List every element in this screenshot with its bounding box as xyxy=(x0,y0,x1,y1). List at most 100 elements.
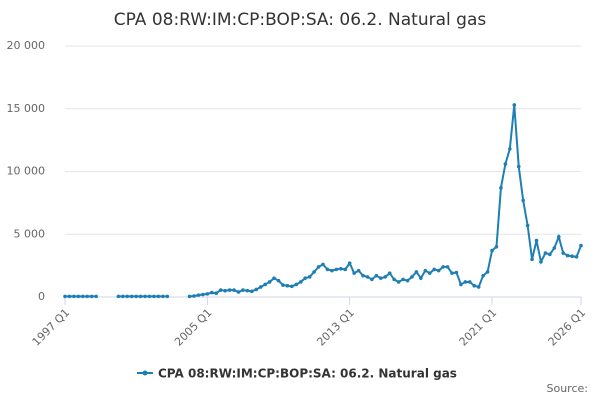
point xyxy=(281,283,285,287)
point xyxy=(467,280,472,284)
point xyxy=(401,277,405,282)
point xyxy=(463,280,468,284)
point xyxy=(129,294,134,299)
point xyxy=(450,271,454,275)
point xyxy=(352,271,356,275)
chart-title: CPA 08:RW:IM:CP:BOP:SA: 06.2. Natural ga… xyxy=(114,10,487,30)
point xyxy=(72,294,76,299)
point xyxy=(156,294,161,299)
point xyxy=(250,289,254,294)
point xyxy=(530,257,534,262)
point xyxy=(209,290,214,295)
point xyxy=(334,267,339,272)
point xyxy=(454,270,459,275)
point xyxy=(374,273,379,278)
point xyxy=(361,273,365,278)
point xyxy=(534,238,539,243)
point xyxy=(476,285,481,289)
point xyxy=(485,270,490,274)
point xyxy=(338,266,343,271)
point xyxy=(312,270,316,274)
point xyxy=(187,294,192,299)
x-tick-label: 1997 Q1 xyxy=(30,306,73,349)
point xyxy=(427,271,432,275)
point xyxy=(459,282,463,287)
legend-label: CPA 08:RW:IM:CP:BOP:SA: 06.2. Natural ga… xyxy=(158,367,457,381)
point xyxy=(552,246,557,250)
point xyxy=(525,223,530,228)
point xyxy=(548,252,552,257)
point xyxy=(370,277,374,282)
point xyxy=(343,267,348,272)
point xyxy=(512,103,517,107)
source: Source: xyxy=(547,382,589,395)
point xyxy=(263,282,267,287)
point xyxy=(490,248,494,253)
point xyxy=(80,294,85,299)
point xyxy=(405,278,410,283)
point xyxy=(383,275,388,279)
point xyxy=(543,251,548,255)
point xyxy=(423,268,428,273)
point xyxy=(138,294,143,299)
point xyxy=(165,294,170,299)
point xyxy=(67,294,72,299)
point xyxy=(192,294,196,298)
point xyxy=(276,278,281,283)
x-tick-label: 2026 Q1 xyxy=(546,306,589,349)
point xyxy=(232,288,236,292)
point xyxy=(63,294,67,299)
point xyxy=(272,276,276,280)
point xyxy=(76,294,81,299)
point xyxy=(267,280,272,284)
point xyxy=(325,267,330,272)
point xyxy=(254,287,259,292)
point xyxy=(414,270,419,274)
point xyxy=(556,234,561,239)
point xyxy=(387,271,392,275)
point xyxy=(285,283,290,288)
line xyxy=(65,104,582,298)
point xyxy=(410,275,414,279)
point xyxy=(561,251,566,255)
point xyxy=(201,292,205,297)
point xyxy=(445,265,450,269)
point xyxy=(125,294,130,299)
point xyxy=(481,273,485,278)
point xyxy=(570,254,574,259)
point xyxy=(258,285,263,289)
point xyxy=(147,294,152,299)
point xyxy=(436,268,441,273)
point xyxy=(356,268,361,273)
point xyxy=(214,291,219,296)
point xyxy=(441,265,445,269)
point xyxy=(161,294,165,299)
point xyxy=(499,186,503,190)
point xyxy=(218,288,223,292)
point xyxy=(539,260,543,264)
point xyxy=(85,294,90,299)
y-tick-label: 5 000 xyxy=(14,227,46,240)
point xyxy=(245,288,250,293)
x-tick-label: 2005 Q1 xyxy=(172,306,215,349)
point xyxy=(579,243,583,248)
point xyxy=(330,268,334,273)
point xyxy=(432,267,437,272)
point xyxy=(196,293,201,297)
point xyxy=(223,288,227,293)
point xyxy=(121,294,125,299)
point xyxy=(472,283,477,288)
point xyxy=(294,282,299,287)
point xyxy=(396,280,401,284)
point xyxy=(89,294,94,299)
y-tick-label: 20 000 xyxy=(7,39,46,52)
point xyxy=(503,162,508,166)
point xyxy=(227,288,232,292)
point xyxy=(574,255,579,259)
point xyxy=(143,294,147,299)
point xyxy=(241,288,245,292)
y-tick-label: 10 000 xyxy=(7,165,46,178)
point xyxy=(94,294,98,299)
